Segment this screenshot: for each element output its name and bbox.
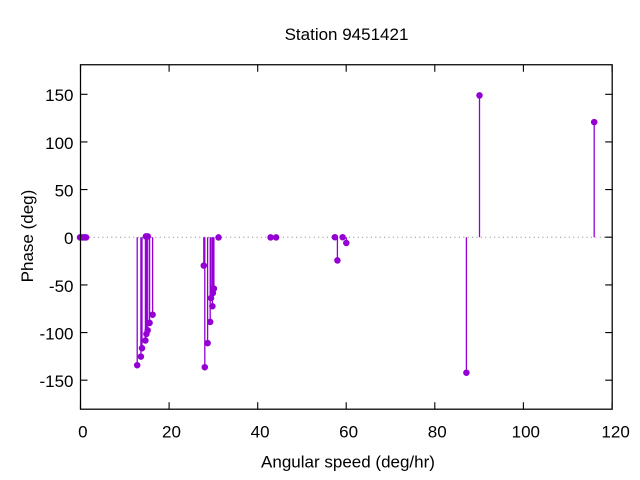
svg-text:Station 9451421: Station 9451421 — [285, 25, 409, 44]
svg-text:100: 100 — [512, 423, 540, 442]
svg-text:150: 150 — [45, 86, 73, 105]
svg-text:20: 20 — [162, 423, 181, 442]
svg-text:40: 40 — [251, 423, 270, 442]
svg-text:50: 50 — [55, 182, 74, 201]
svg-text:60: 60 — [339, 423, 358, 442]
svg-text:0: 0 — [64, 229, 73, 248]
svg-text:-50: -50 — [49, 277, 74, 296]
svg-text:Phase (deg): Phase (deg) — [18, 190, 37, 283]
svg-text:Angular speed (deg/hr): Angular speed (deg/hr) — [261, 452, 435, 471]
svg-text:-150: -150 — [39, 372, 73, 391]
svg-text:80: 80 — [428, 423, 447, 442]
svg-text:-100: -100 — [39, 324, 73, 343]
svg-text:0: 0 — [78, 423, 87, 442]
svg-text:100: 100 — [45, 134, 73, 153]
svg-text:120: 120 — [601, 423, 629, 442]
